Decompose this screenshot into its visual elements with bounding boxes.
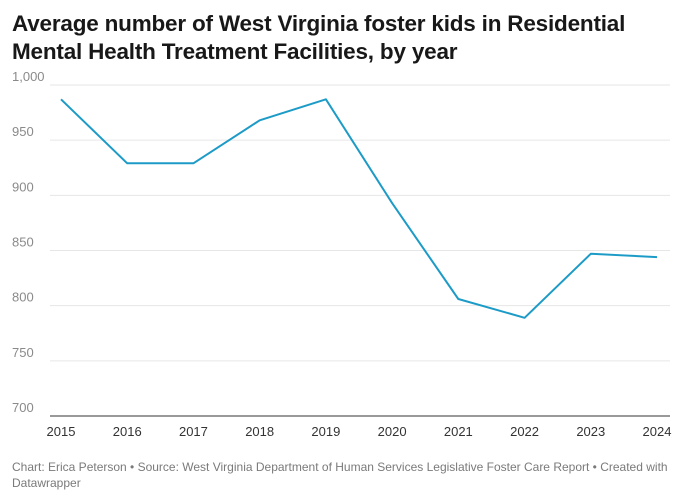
y-tick-label: 850 — [12, 235, 34, 250]
y-tick-label: 700 — [12, 400, 34, 415]
y-axis-ticks: 1,000 950 900 850 800 750 700 — [12, 69, 45, 415]
series-group — [60, 98, 658, 319]
y-tick-label: 750 — [12, 345, 34, 360]
chart-footer: Chart: Erica Peterson • Source: West Vir… — [12, 460, 668, 490]
series-line — [60, 98, 658, 319]
y-tick-label: 800 — [12, 290, 34, 305]
y-tick-label: 1,000 — [12, 69, 45, 84]
x-tick-label: 2015 — [47, 424, 76, 439]
x-tick-label: 2024 — [643, 424, 672, 439]
x-tick-label: 2018 — [245, 424, 274, 439]
x-tick-label: 2020 — [378, 424, 407, 439]
chart-title: Average number of West Virginia foster k… — [12, 11, 626, 64]
x-tick-label: 2016 — [113, 424, 142, 439]
x-tick-label: 2017 — [179, 424, 208, 439]
x-tick-label: 2019 — [311, 424, 340, 439]
x-axis-ticks: 2015 2016 2017 2018 2019 2020 2021 2022 2023 2024 — [47, 424, 672, 439]
gridlines — [50, 84, 670, 417]
y-tick-label: 900 — [12, 179, 34, 194]
y-tick-label: 950 — [12, 124, 34, 139]
x-tick-label: 2023 — [576, 424, 605, 439]
x-tick-label: 2021 — [444, 424, 473, 439]
x-tick-label: 2022 — [510, 424, 539, 439]
